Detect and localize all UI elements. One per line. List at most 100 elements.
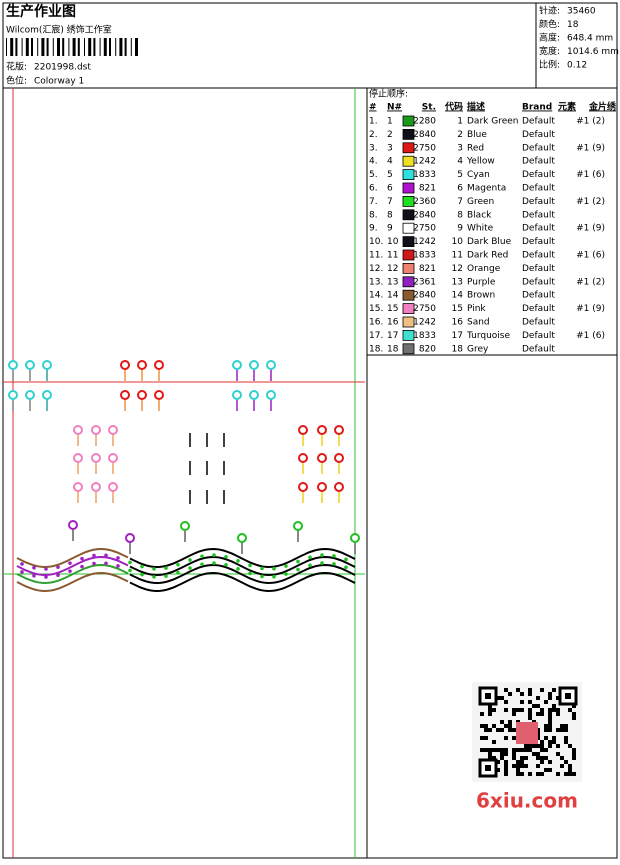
color-swatch — [402, 262, 415, 274]
qr-cell — [492, 708, 496, 712]
qr-cell — [548, 744, 552, 748]
qr-cell — [572, 772, 576, 776]
cell-desc: Grey — [467, 344, 489, 354]
color-swatch — [402, 289, 415, 301]
cell-brand: Default — [522, 224, 555, 234]
cell-desc: Pink — [467, 304, 486, 314]
qr-cell — [504, 736, 508, 740]
cell-desc: Blue — [467, 130, 487, 140]
leaf — [176, 562, 180, 567]
cell-needle: 17 — [387, 331, 398, 341]
qr-cell — [540, 708, 544, 712]
vine — [16, 555, 129, 577]
qr-cell — [548, 768, 552, 772]
qr-cell — [572, 752, 576, 756]
qr-cell — [568, 768, 572, 772]
cell-needle: 14 — [387, 291, 399, 301]
info-box: 针迹: 35460 颜色: 18 高度: 648.4 mm 宽度: 1014.6 mm 比例: 0… — [539, 5, 619, 71]
color-swatch — [402, 128, 415, 140]
bar — [124, 38, 127, 56]
cell-code: 16 — [452, 318, 464, 328]
qr-cell — [536, 704, 540, 708]
qr-cell — [488, 704, 492, 708]
qr-cell — [484, 748, 488, 752]
cell-seq: #1 (6) — [576, 331, 605, 341]
design-preview — [3, 88, 365, 858]
cell-st: 2360 — [413, 197, 436, 207]
qr-finder — [565, 693, 571, 699]
info-value: 1014.6 mm — [567, 47, 619, 57]
cell-seq: #1 (6) — [576, 251, 605, 261]
flower — [317, 482, 327, 492]
qr-cell — [520, 700, 524, 704]
cell-desc: Sand — [467, 318, 490, 328]
watermark: 6xiu.com — [476, 789, 578, 813]
leaf — [164, 566, 168, 570]
qr-cell — [512, 728, 516, 732]
qr-finder — [485, 693, 491, 699]
cell-code: 5 — [457, 170, 463, 180]
qr-cell — [496, 748, 500, 752]
leaf — [128, 568, 132, 573]
flower — [154, 390, 164, 400]
flower — [334, 425, 344, 435]
qr-cell — [500, 752, 504, 756]
qr-cell — [512, 764, 516, 768]
leaf — [80, 556, 84, 561]
cell-needle: 10 — [387, 237, 399, 247]
flower — [266, 390, 276, 400]
qr-cell — [520, 692, 524, 696]
leaf — [140, 564, 144, 569]
qr-cell — [564, 740, 568, 744]
cell-no: 9. — [369, 224, 378, 234]
qr-cell — [516, 764, 520, 768]
cell-code: 12 — [452, 264, 463, 274]
leaf — [236, 567, 240, 571]
leaf — [200, 554, 204, 559]
color-swatch — [402, 329, 415, 341]
leaf — [260, 574, 264, 579]
cell-no: 4. — [369, 157, 378, 167]
leaf — [188, 566, 192, 570]
cell-needle: 6 — [387, 184, 393, 194]
flower — [108, 453, 118, 463]
qr-cell — [528, 708, 532, 712]
bar — [31, 38, 33, 56]
qr-cell — [500, 720, 504, 724]
info-label: 颜色: — [539, 18, 560, 30]
cell-st: 1242 — [413, 318, 436, 328]
leaf — [248, 563, 252, 568]
cell-no: 13. — [369, 277, 383, 287]
flower — [317, 425, 327, 435]
qr-code — [472, 682, 582, 782]
column-header: 金片绣 — [588, 101, 617, 113]
cell-no: 15. — [369, 304, 383, 314]
cell-needle: 15 — [387, 304, 398, 314]
qr-cell — [568, 708, 572, 712]
qr-cell — [512, 752, 516, 756]
leaf — [92, 553, 96, 558]
qr-cell — [564, 728, 568, 732]
cell-needle: 1 — [387, 117, 393, 127]
cell-brand: Default — [522, 264, 555, 274]
qr-cell — [540, 748, 544, 752]
flower — [334, 482, 344, 492]
qr-cell — [488, 748, 492, 752]
design-label: 花版: — [6, 61, 27, 73]
bar — [10, 38, 14, 56]
title: 生产作业图 — [6, 3, 76, 20]
qr-cell — [496, 768, 500, 772]
cell-needle: 12 — [387, 264, 398, 274]
cell-brand: Default — [522, 170, 555, 180]
qr-cell — [548, 696, 552, 700]
qr-cell — [572, 712, 576, 716]
colorway-label: 色位: — [6, 75, 27, 87]
cell-no: 5. — [369, 170, 378, 180]
qr-cell — [488, 712, 492, 716]
leaf — [344, 557, 348, 562]
cell-code: 11 — [452, 251, 463, 261]
cell-desc: White — [467, 224, 494, 234]
info-value: 648.4 mm — [567, 34, 613, 44]
leaf — [140, 572, 144, 577]
qr-finder — [485, 765, 491, 771]
